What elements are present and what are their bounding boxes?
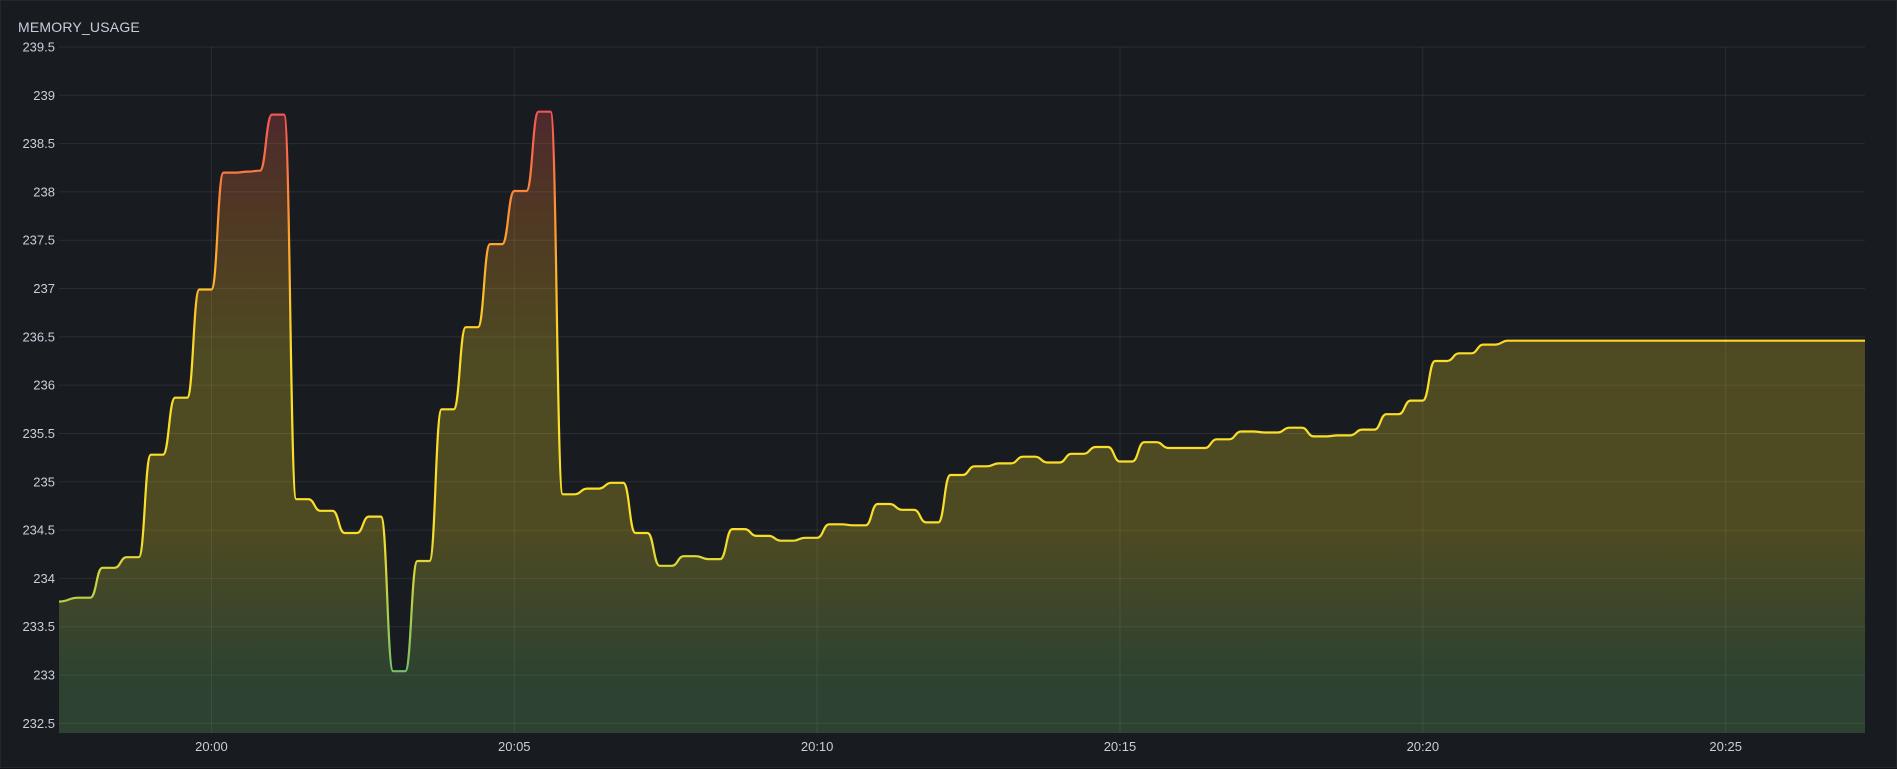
x-axis: 20:00 20:05 20:10 20:15 20:20 20:25 (195, 739, 1742, 754)
y-tick-label: 234 (33, 571, 55, 586)
y-tick-label: 234.5 (22, 523, 55, 538)
y-tick-label: 236.5 (22, 329, 55, 344)
x-tick-label: 20:00 (195, 739, 228, 754)
y-tick-label: 235.5 (22, 426, 55, 441)
x-tick-label: 20:05 (498, 739, 531, 754)
y-tick-label: 237.5 (22, 233, 55, 248)
x-tick-label: 20:15 (1104, 739, 1137, 754)
y-tick-label: 238 (33, 184, 55, 199)
y-tick-label: 232.5 (22, 716, 55, 731)
x-tick-label: 20:10 (801, 739, 834, 754)
y-tick-label: 233 (33, 668, 55, 683)
x-tick-label: 20:20 (1407, 739, 1440, 754)
y-tick-label: 233.5 (22, 619, 55, 634)
y-tick-label: 236 (33, 378, 55, 393)
x-tick-label: 20:25 (1709, 739, 1742, 754)
series-area-fill (59, 111, 1865, 733)
series-line[interactable] (58, 110, 1865, 673)
y-tick-label: 237 (33, 281, 55, 296)
y-tick-label: 239 (33, 88, 55, 103)
y-axis: 232.5 233 233.5 234 234.5 235 235.5 236 236.5 237… (22, 40, 55, 731)
y-tick-label: 238.5 (22, 136, 55, 151)
y-tick-label: 235 (33, 474, 55, 489)
panel-title: MEMORY_USAGE (18, 19, 140, 35)
y-tick-label: 239.5 (22, 40, 55, 55)
